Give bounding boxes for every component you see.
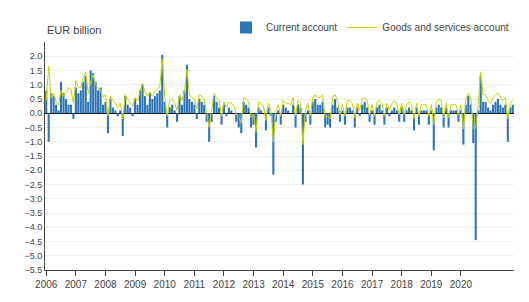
svg-text:−4.0: −4.0 <box>24 222 42 232</box>
svg-text:2018: 2018 <box>391 279 414 290</box>
svg-text:2.0: 2.0 <box>30 51 43 61</box>
svg-text:2012: 2012 <box>213 279 236 290</box>
svg-text:2010: 2010 <box>154 279 177 290</box>
svg-text:2008: 2008 <box>94 279 117 290</box>
svg-text:−1.5: −1.5 <box>24 151 42 161</box>
svg-text:2019: 2019 <box>420 279 443 290</box>
svg-text:2014: 2014 <box>272 279 295 290</box>
svg-text:2011: 2011 <box>184 279 206 290</box>
svg-text:2020: 2020 <box>450 279 473 290</box>
svg-text:−5.5: −5.5 <box>24 265 42 275</box>
svg-text:−5.0: −5.0 <box>24 251 42 261</box>
svg-text:2007: 2007 <box>65 279 88 290</box>
svg-text:EUR billion: EUR billion <box>47 24 101 36</box>
svg-text:−2.5: −2.5 <box>24 180 42 190</box>
svg-text:2017: 2017 <box>361 279 384 290</box>
svg-text:Current account: Current account <box>266 22 337 33</box>
svg-text:−3.0: −3.0 <box>24 194 42 204</box>
svg-text:2015: 2015 <box>302 279 325 290</box>
svg-text:−2.0: −2.0 <box>24 165 42 175</box>
svg-text:2013: 2013 <box>242 279 265 290</box>
svg-text:Goods and services account: Goods and services account <box>382 22 508 33</box>
svg-text:2009: 2009 <box>124 279 147 290</box>
svg-text:0.5: 0.5 <box>30 94 43 104</box>
svg-text:1.0: 1.0 <box>30 80 43 90</box>
svg-text:−3.5: −3.5 <box>24 208 42 218</box>
svg-text:0.0: 0.0 <box>30 108 43 118</box>
svg-text:−4.5: −4.5 <box>24 237 42 247</box>
svg-text:−1.0: −1.0 <box>24 137 42 147</box>
svg-text:2016: 2016 <box>331 279 354 290</box>
svg-text:2006: 2006 <box>35 279 58 290</box>
svg-text:−0.5: −0.5 <box>24 123 42 133</box>
svg-text:1.5: 1.5 <box>30 66 43 76</box>
